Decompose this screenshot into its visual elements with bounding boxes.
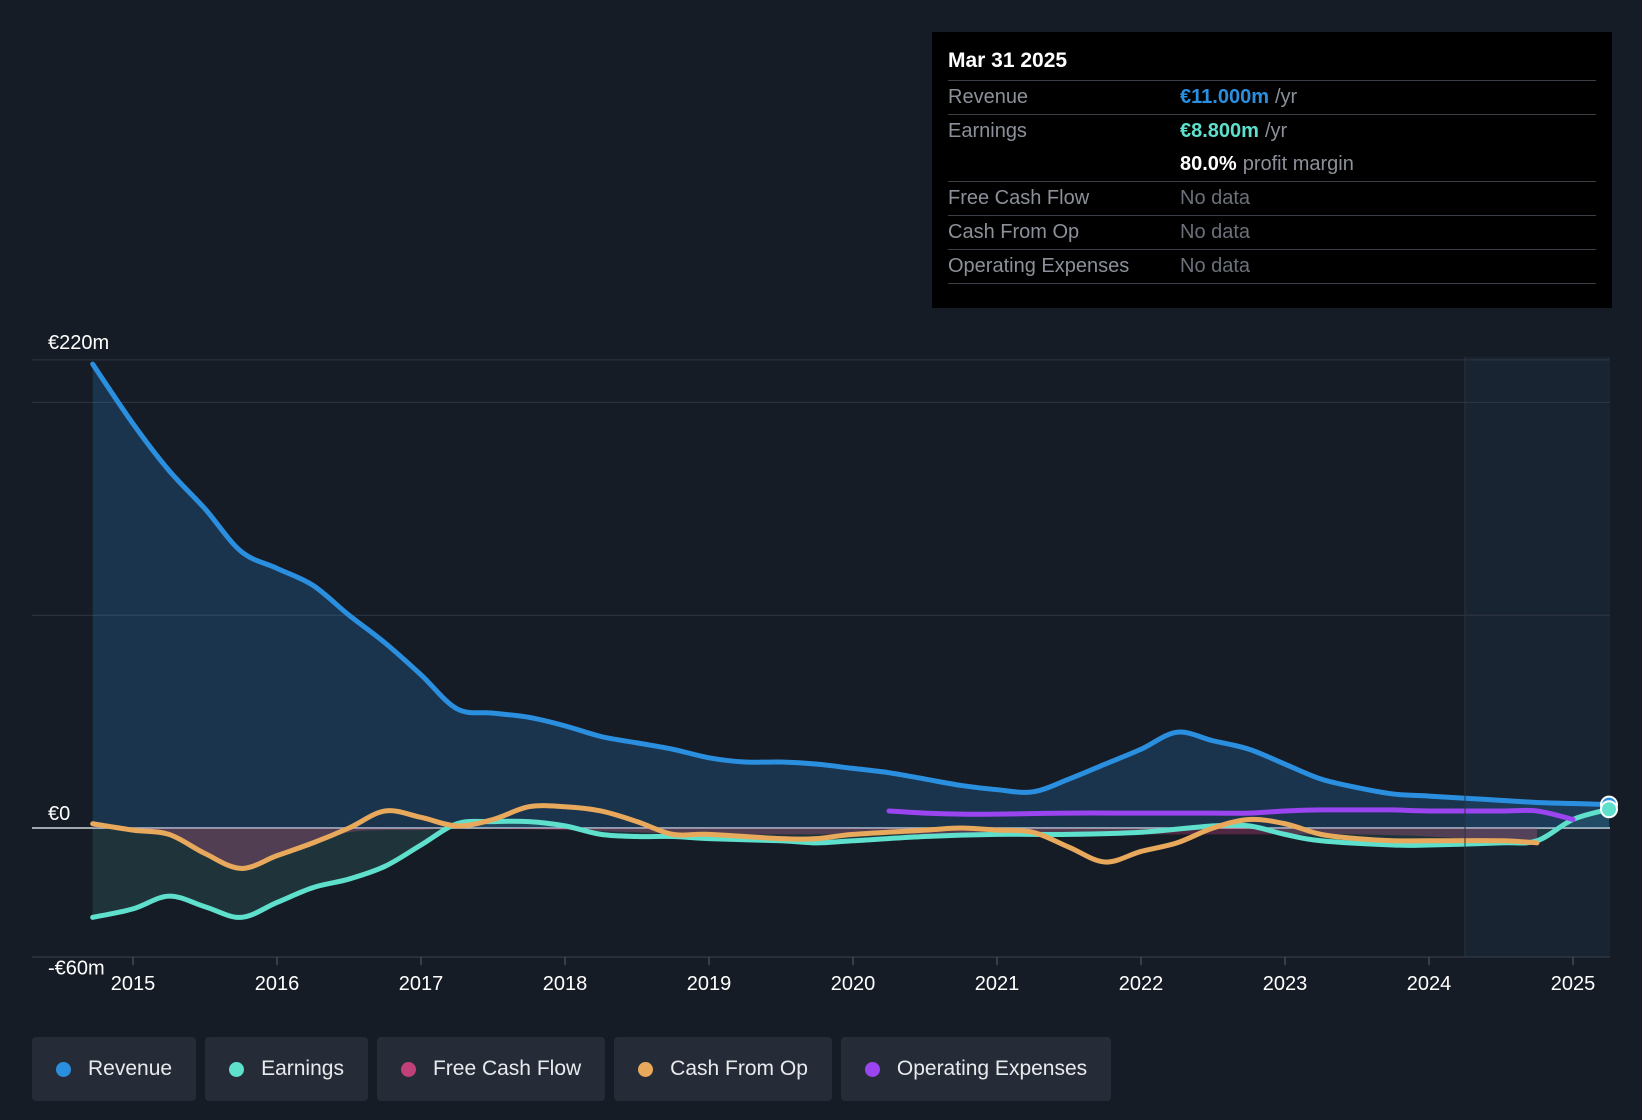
tooltip-row-opex: Operating Expenses No data xyxy=(948,249,1596,283)
x-tick-label: 2025 xyxy=(1551,973,1596,995)
y-tick-label: -€60m xyxy=(48,958,105,980)
tooltip-opex-label: Operating Expenses xyxy=(948,255,1130,277)
legend-label: Earnings xyxy=(261,1057,344,1080)
legend-item-earnings[interactable]: Earnings xyxy=(205,1037,368,1101)
tooltip-row-earnings: Earnings €8.800m /yr xyxy=(948,114,1596,148)
legend-item-free-cash-flow[interactable]: Free Cash Flow xyxy=(376,1037,606,1101)
tooltip-revenue-label: Revenue xyxy=(948,86,1029,108)
x-tick-label: 2016 xyxy=(255,973,300,995)
x-tick-label: 2022 xyxy=(1119,973,1164,995)
tooltip-margin-value: 80.0% xyxy=(1180,153,1237,175)
x-tick-label: 2021 xyxy=(975,973,1020,995)
legend-label: Free Cash Flow xyxy=(432,1057,582,1080)
earnings-area xyxy=(92,809,1609,918)
tooltip-margin-unit: profit margin xyxy=(1242,153,1354,175)
x-tick-label: 2017 xyxy=(399,973,444,995)
tooltip-opex-value: No data xyxy=(1180,255,1251,277)
y-tick-label: €0 xyxy=(48,803,70,825)
legend-label: Operating Expenses xyxy=(896,1057,1088,1080)
legend-item-cash-from-op[interactable]: Cash From Op xyxy=(614,1037,832,1101)
x-tick-label: 2023 xyxy=(1263,973,1308,995)
tooltip-row-revenue: Revenue €11.000m /yr xyxy=(948,80,1596,114)
tooltip-fcf-label: Free Cash Flow xyxy=(948,187,1090,209)
legend-label: Cash From Op xyxy=(670,1057,808,1080)
y-axis-labels: €220m €0 -€60m xyxy=(48,332,109,980)
x-tick-label: 2019 xyxy=(687,973,732,995)
revenue-area xyxy=(92,364,1609,828)
legend-dot-icon xyxy=(400,1061,416,1077)
y-tick-label: €220m xyxy=(48,332,109,354)
tooltip-panel: Mar 31 2025 Revenue €11.000m /yr Earning… xyxy=(932,32,1612,308)
grid-lines xyxy=(32,359,1610,958)
legend: Revenue Earnings Free Cash Flow Cash Fro… xyxy=(32,1037,1112,1101)
tooltip-earnings-unit: /yr xyxy=(1264,120,1288,142)
x-tick-label: 2018 xyxy=(543,973,588,995)
series-lines xyxy=(90,361,1612,920)
operating-expenses-line xyxy=(886,807,1576,822)
tooltip-revenue-unit: /yr xyxy=(1274,86,1298,108)
legend-label: Revenue xyxy=(88,1057,173,1080)
earnings-marker xyxy=(1600,800,1618,819)
revenue-line xyxy=(90,361,1612,808)
free-cash-flow-area xyxy=(92,823,1537,867)
tooltip-fcf-value: No data xyxy=(1180,187,1251,209)
forecast-region xyxy=(1465,357,1610,957)
tooltip-row-fcf: Free Cash Flow No data xyxy=(948,181,1596,215)
x-tick-label: 2024 xyxy=(1407,973,1452,995)
legend-item-operating-expenses[interactable]: Operating Expenses xyxy=(840,1037,1112,1101)
hover-markers xyxy=(1600,795,1618,819)
x-tick-label: 2015 xyxy=(111,973,156,995)
legend-dot-icon xyxy=(229,1061,245,1077)
tooltip-date: Mar 31 2025 xyxy=(948,49,1068,72)
series-areas xyxy=(92,364,1609,918)
tooltip-cfo-label: Cash From Op xyxy=(948,221,1080,243)
cash-from-op-line xyxy=(90,803,1540,871)
legend-dot-icon xyxy=(56,1061,71,1077)
tooltip-revenue-value: €11.000m xyxy=(1180,86,1269,108)
tooltip-earnings-value: €8.800m xyxy=(1180,120,1259,142)
tooltip-earnings-label: Earnings xyxy=(948,120,1027,142)
earnings-line xyxy=(90,806,1612,920)
x-tick-label: 2020 xyxy=(831,973,876,995)
tooltip-row-margin: 80.0% profit margin xyxy=(948,148,1596,181)
legend-item-revenue[interactable]: Revenue xyxy=(32,1037,197,1101)
legend-dot-icon xyxy=(864,1061,880,1077)
tooltip-cfo-value: No data xyxy=(1180,221,1251,243)
tooltip-row-cfo: Cash From Op No data xyxy=(948,215,1596,249)
x-axis-labels: 2015 2016 2017 2018 2019 2020 2021 2022 2023 2024… xyxy=(111,957,1596,995)
legend-dot-icon xyxy=(638,1061,654,1077)
